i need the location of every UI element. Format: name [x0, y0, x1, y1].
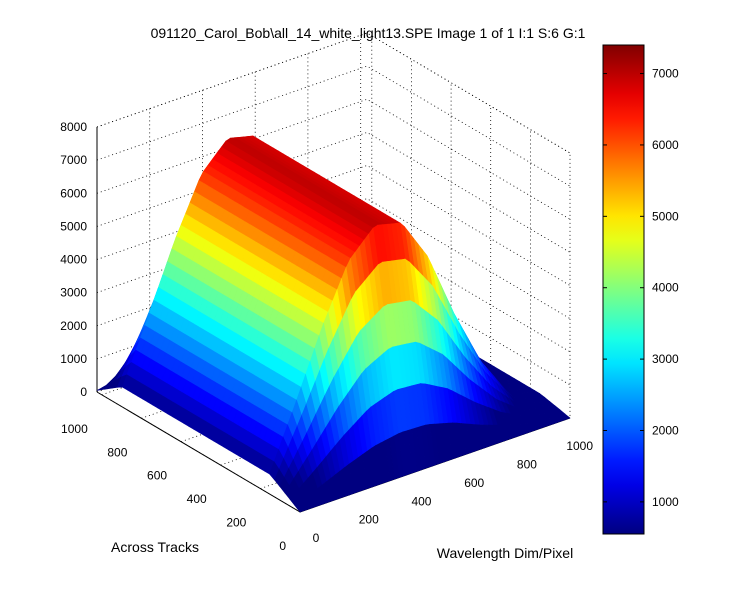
x-tick-label: 1000 [566, 439, 593, 453]
colorbar-tick-label: 3000 [652, 352, 679, 366]
colorbar-tick-label: 1000 [652, 495, 679, 509]
z-tick-label: 7000 [60, 153, 87, 167]
y-tick-label: 400 [187, 492, 207, 506]
x-tick-label: 400 [411, 494, 431, 508]
colorbar-tick-label: 4000 [652, 281, 679, 295]
x-axis-label: Wavelength Dim/Pixel [437, 545, 573, 561]
z-tick-label: 5000 [60, 219, 87, 233]
across-tracks-axis-ticks: 0 200 400 600 800 1000 [61, 422, 286, 553]
intensity-axis-ticks: 0 1000 2000 3000 4000 5000 6000 7000 8000 [60, 120, 87, 399]
wavelength-axis-ticks: 0 200 400 600 800 1000 [313, 439, 594, 545]
z-tick-label: 8000 [60, 120, 87, 134]
colorbar-tick-label: 2000 [652, 423, 679, 437]
chart-title: 091120_Carol_Bob\all_14_white_light13.SP… [151, 25, 586, 41]
y-tick-label: 0 [279, 539, 286, 553]
z-tick-label: 3000 [60, 286, 87, 300]
colorbar: 1000 2000 3000 4000 5000 6000 7000 [602, 44, 679, 535]
colorbar-gradient [602, 44, 645, 535]
y-tick-label: 1000 [61, 422, 88, 436]
z-tick-label: 4000 [60, 253, 87, 267]
z-tick-label: 1000 [60, 352, 87, 366]
x-tick-label: 600 [464, 476, 484, 490]
x-tick-label: 800 [517, 458, 537, 472]
x-tick-label: 0 [313, 531, 320, 545]
y-tick-label: 200 [226, 516, 246, 530]
y-axis-label: Across Tracks [111, 539, 199, 555]
surface-patch [294, 501, 305, 513]
z-tick-label: 2000 [60, 319, 87, 333]
z-tick-label: 6000 [60, 186, 87, 200]
colorbar-tick-label: 7000 [652, 67, 679, 81]
y-tick-label: 800 [107, 445, 127, 459]
z-tick-label: 0 [80, 385, 87, 399]
surface-plot [96, 135, 571, 513]
y-tick-label: 600 [147, 469, 167, 483]
colorbar-tick-label: 5000 [652, 209, 679, 223]
colorbar-tick-label: 6000 [652, 138, 679, 152]
x-tick-label: 200 [359, 513, 379, 527]
